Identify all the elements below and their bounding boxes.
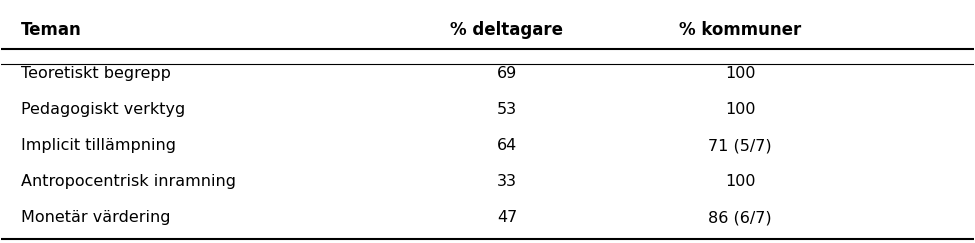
Text: 53: 53 bbox=[497, 102, 517, 117]
Text: Implicit tillämpning: Implicit tillämpning bbox=[20, 138, 176, 153]
Text: Antropocentrisk inramning: Antropocentrisk inramning bbox=[20, 174, 236, 189]
Text: Pedagogiskt verktyg: Pedagogiskt verktyg bbox=[20, 102, 185, 117]
Text: % kommuner: % kommuner bbox=[680, 21, 801, 39]
Text: 71 (5/7): 71 (5/7) bbox=[709, 138, 772, 153]
Text: Teman: Teman bbox=[20, 21, 82, 39]
Text: 100: 100 bbox=[725, 102, 756, 117]
Text: 86 (6/7): 86 (6/7) bbox=[709, 210, 772, 225]
Text: 100: 100 bbox=[725, 66, 756, 81]
Text: 47: 47 bbox=[497, 210, 517, 225]
Text: % deltagare: % deltagare bbox=[450, 21, 564, 39]
Text: 69: 69 bbox=[497, 66, 517, 81]
Text: 64: 64 bbox=[497, 138, 517, 153]
Text: Monetär värdering: Monetär värdering bbox=[20, 210, 171, 225]
Text: 100: 100 bbox=[725, 174, 756, 189]
Text: 33: 33 bbox=[497, 174, 517, 189]
Text: Teoretiskt begrepp: Teoretiskt begrepp bbox=[20, 66, 171, 81]
